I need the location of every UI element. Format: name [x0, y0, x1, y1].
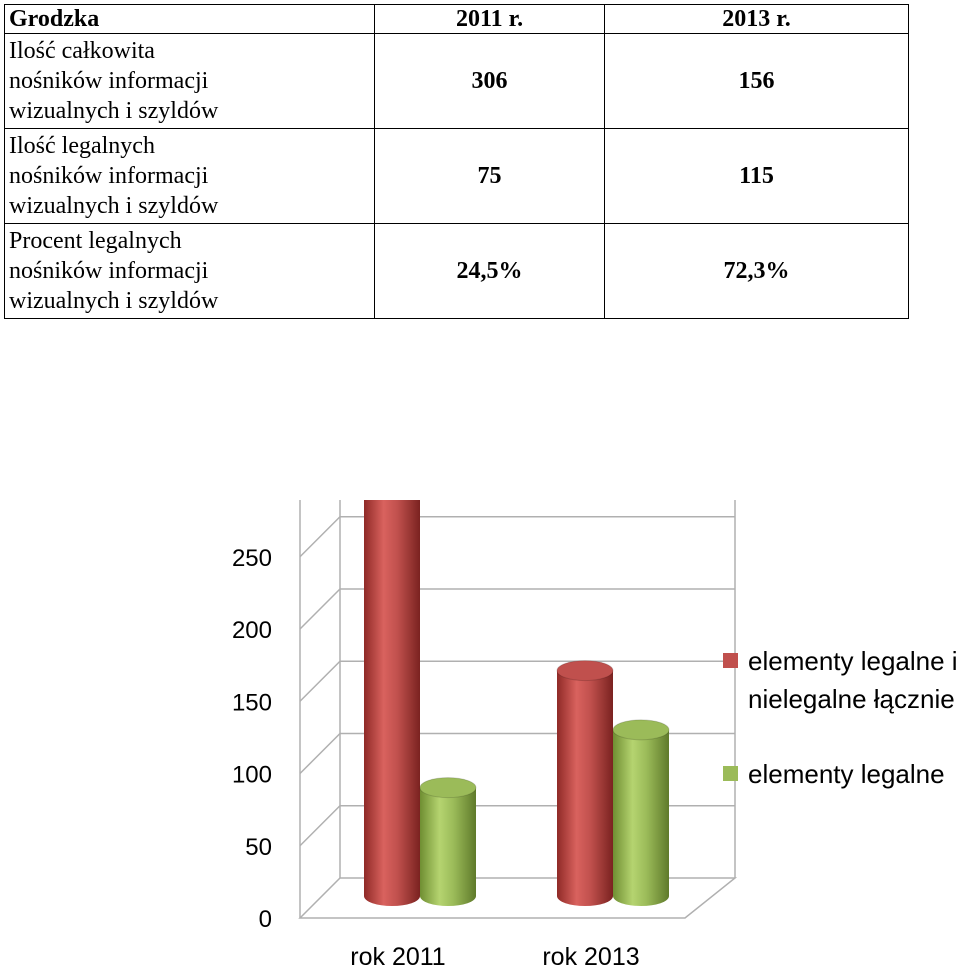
- chart-legend: elementy legalne i nielegalne łącznie elem…: [723, 646, 958, 789]
- y-tick-label: 100: [232, 762, 272, 789]
- gridline: [299, 588, 735, 630]
- row-label: Ilość całkowita nośników informacji wizu…: [4, 33, 375, 129]
- x-category-label: rok 2011: [350, 943, 445, 968]
- cell-value-2013: 156: [604, 33, 909, 129]
- header-year-2011: 2011 r.: [374, 4, 605, 34]
- y-tick-label: 150: [232, 689, 272, 716]
- y-tick-label: 0: [259, 906, 272, 933]
- cell-value-2013: 72,3%: [604, 223, 909, 319]
- cell-value-2011: 24,5%: [374, 223, 605, 319]
- gridline: [299, 516, 735, 558]
- bar: [419, 777, 477, 906]
- gridline: [299, 660, 735, 702]
- bar: [612, 719, 670, 906]
- row-label-line: Ilość legalnych: [9, 133, 155, 159]
- row-label-line: wizualnych i szyldów: [9, 193, 219, 219]
- row-label-line: nośników informacji: [9, 68, 209, 94]
- stats-table: Grodzka 2011 r. 2013 r. Ilość całkowita …: [4, 4, 909, 319]
- cell-value-2011: 306: [374, 33, 605, 129]
- table-row: Procent legalnych nośników informacji wi…: [4, 223, 909, 319]
- x-axis-categories: rok 2011 rok 2013: [350, 943, 639, 968]
- bar-top: [556, 660, 614, 682]
- row-label-line: Ilość całkowita: [9, 38, 155, 64]
- bar-body: [364, 500, 420, 906]
- legend-label: nielegalne łącznie: [748, 684, 955, 714]
- legend-swatch: [723, 766, 738, 781]
- x-category-label: rok 2013: [542, 943, 639, 968]
- bar-body: [557, 670, 613, 906]
- bar-body: [420, 787, 476, 906]
- chart-bars: [364, 500, 670, 906]
- table-header-row: Grodzka 2011 r. 2013 r.: [4, 4, 909, 34]
- header-year-2013: 2013 r.: [604, 4, 909, 34]
- row-label-line: nośników informacji: [9, 163, 209, 189]
- cell-value-2011: 75: [374, 128, 605, 224]
- row-label-line: wizualnych i szyldów: [9, 98, 219, 124]
- row-label-line: wizualnych i szyldów: [9, 288, 219, 314]
- row-label-line: Procent legalnych: [9, 228, 182, 254]
- y-tick-label: 200: [232, 617, 272, 644]
- chart-grid: [298, 500, 738, 919]
- bar-top: [612, 719, 670, 741]
- bar: [364, 500, 420, 906]
- row-label: Ilość legalnych nośników informacji wizu…: [4, 128, 375, 224]
- table-row: Ilość całkowita nośników informacji wizu…: [4, 33, 909, 129]
- bar-body: [613, 729, 669, 906]
- row-label-line: nośników informacji: [9, 258, 209, 284]
- legend-label: elementy legalne: [748, 759, 945, 789]
- header-location: Grodzka: [4, 4, 375, 34]
- table-row: Ilość legalnych nośników informacji wizu…: [4, 128, 909, 224]
- bar: [556, 660, 614, 906]
- bar-top: [419, 777, 477, 799]
- y-tick-label: 50: [245, 834, 272, 861]
- legend-label: elementy legalne i: [748, 646, 958, 676]
- legend-swatch: [723, 653, 738, 668]
- y-axis-ticks: 050100150200250300350: [232, 545, 272, 933]
- cell-value-2013: 115: [604, 128, 909, 224]
- y-tick-label: 250: [232, 545, 272, 572]
- row-label: Procent legalnych nośników informacji wi…: [4, 223, 375, 319]
- chart-floor: [298, 877, 738, 919]
